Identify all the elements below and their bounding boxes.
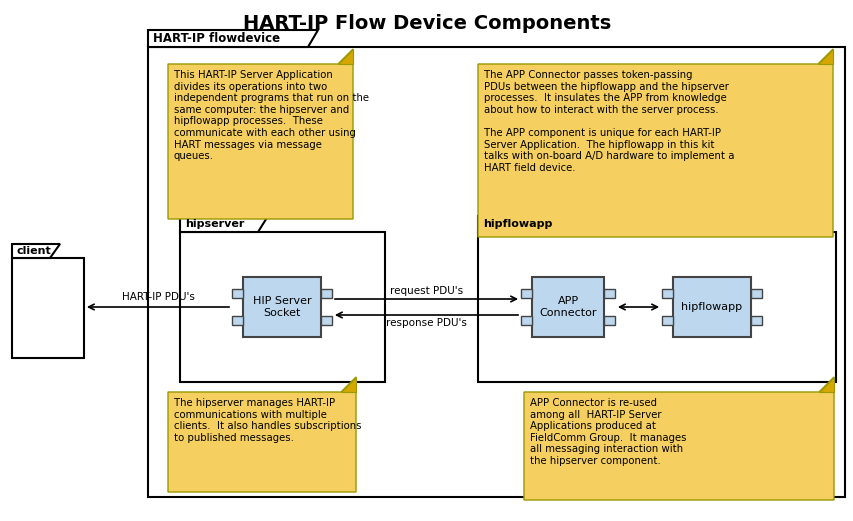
Polygon shape <box>818 377 833 392</box>
Bar <box>243 277 321 337</box>
Text: HIP Server
Socket: HIP Server Socket <box>252 296 311 318</box>
Bar <box>148 47 844 497</box>
Text: hipserver: hipserver <box>185 219 244 229</box>
Text: hipflowapp: hipflowapp <box>681 302 742 312</box>
Polygon shape <box>478 216 577 232</box>
Bar <box>180 232 385 382</box>
Text: HART-IP Flow Device Components: HART-IP Flow Device Components <box>242 14 611 33</box>
Text: HART-IP flowdevice: HART-IP flowdevice <box>153 32 280 45</box>
Bar <box>750 316 761 325</box>
Bar <box>520 289 531 299</box>
Polygon shape <box>817 49 832 64</box>
Text: HART-IP PDU's: HART-IP PDU's <box>121 292 194 302</box>
Bar <box>603 316 614 325</box>
Bar <box>520 316 531 325</box>
Bar <box>531 277 603 337</box>
Polygon shape <box>338 49 352 64</box>
Polygon shape <box>12 244 60 258</box>
Text: client: client <box>17 246 52 256</box>
Polygon shape <box>148 30 317 47</box>
Polygon shape <box>524 377 833 500</box>
Bar <box>12 258 84 358</box>
Bar <box>321 289 332 299</box>
Text: The hipserver manages HART-IP
communications with multiple
clients.  It also han: The hipserver manages HART-IP communicat… <box>174 398 361 443</box>
Polygon shape <box>168 49 352 219</box>
Text: request PDU's: request PDU's <box>390 286 462 296</box>
Bar <box>232 316 243 325</box>
Bar <box>661 316 672 325</box>
Bar <box>321 316 332 325</box>
Bar <box>603 289 614 299</box>
Bar <box>232 289 243 299</box>
Text: hipflowapp: hipflowapp <box>483 219 552 229</box>
Text: APP Connector is re-used
among all  HART-IP Server
Applications produced at
Fiel: APP Connector is re-used among all HART-… <box>530 398 686 466</box>
Polygon shape <box>478 49 832 237</box>
Bar <box>672 277 750 337</box>
Bar <box>661 289 672 299</box>
Text: The APP Connector passes token-passing
PDUs between the hipflowapp and the hipse: The APP Connector passes token-passing P… <box>484 70 734 173</box>
Polygon shape <box>180 216 268 232</box>
Polygon shape <box>168 377 356 492</box>
Text: APP
Connector: APP Connector <box>538 296 596 318</box>
Bar <box>478 232 835 382</box>
Text: response PDU's: response PDU's <box>386 318 467 328</box>
Polygon shape <box>340 377 356 392</box>
Text: This HART-IP Server Application
divides its operations into two
independent prog: This HART-IP Server Application divides … <box>174 70 368 161</box>
Bar <box>750 289 761 299</box>
